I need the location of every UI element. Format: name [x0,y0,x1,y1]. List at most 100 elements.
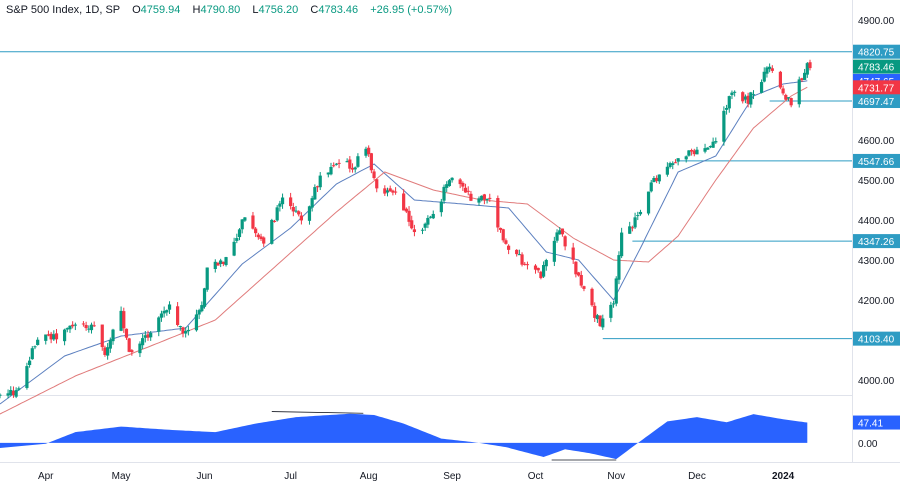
candle-body [617,255,621,280]
candle-body [111,329,115,342]
price-tick-label: 4300.00 [858,256,895,267]
candle-body [143,335,147,338]
candle-body [68,325,72,330]
candle-body [525,264,530,266]
candle-body [410,220,414,229]
price-tick-label: 4000.00 [858,376,895,387]
candle-body [646,191,651,214]
candle-body [235,238,239,241]
candle-body [676,158,680,162]
candle-body [243,217,247,221]
candle-body [582,286,586,289]
candle-body [412,229,417,233]
candle-body [450,177,454,181]
candle-body [138,343,142,354]
oscillator-area [0,413,808,460]
symbol-title[interactable]: S&P 500 Index, 1D, SP [6,4,120,16]
price-axis-tag-label: 4103.40 [858,335,895,346]
candle-body [329,166,333,175]
candle-body [127,338,131,352]
price-axis-tag-label: 4820.75 [858,48,895,59]
price-axis-tag [853,59,900,74]
candle-body [784,94,788,100]
candle-body [350,167,355,170]
candle-body [46,334,51,336]
high-value: 4790.80 [200,4,241,16]
candle-body [202,288,207,307]
candle-body [186,329,190,332]
candle-body [517,254,521,256]
candle-body [232,241,236,256]
candle-body [687,150,691,156]
time-tick-label: Nov [607,471,625,482]
candle-body [466,190,470,192]
candle-body [194,314,199,331]
candle-body [146,334,150,338]
candle-body [638,211,643,215]
candle-body [262,237,266,244]
time-tick-label: Jul [284,471,297,482]
candle-body [668,163,672,167]
time-tick-label: Apr [38,471,54,482]
candle-body [310,198,314,208]
candle-body [159,313,164,318]
candle-body [805,63,809,75]
candle-body [520,254,524,265]
candle-body [167,304,172,310]
candle-body [533,265,538,270]
candle-body [124,328,129,338]
candle-body [649,182,653,192]
price-tick-label: 4500.00 [858,176,895,187]
candle-body [461,182,465,187]
candle-body [259,236,263,240]
price-tick-label: 4600.00 [858,136,895,147]
candle-body [280,197,285,205]
candle-body [765,67,769,74]
time-tick-label: Dec [688,471,706,482]
candle-body [224,257,228,266]
moving-average-fast-line [0,80,808,405]
candle-body [348,159,352,169]
time-tick-label: Sep [443,471,461,482]
candle-body [477,198,481,203]
candle-body [636,215,640,217]
candle-body [44,334,48,341]
candle-body [488,197,492,199]
candle-body [445,184,449,188]
candle-body [426,217,430,225]
candle-body [197,310,201,315]
candle-body [157,317,161,332]
candle-body [673,162,678,164]
candle-body [216,262,220,266]
candle-body [571,247,575,260]
candle-body [100,324,104,348]
candle-body [786,97,791,99]
candle-body [485,198,489,200]
candle-body [345,161,349,163]
moving-averages [0,80,808,415]
candle-body [119,310,123,331]
candle-body [404,208,408,212]
candlestick-series [0,59,812,399]
candle-body [367,147,371,155]
candle-body [458,179,462,185]
candle-body [579,275,583,286]
candle-body [722,110,726,142]
candle-body [272,220,277,222]
candle-body [781,88,785,94]
change-value: +26.95 (+0.57%) [370,4,453,16]
price-axis[interactable]: 4900.00 4600.00 4500.00 4400.00 4300.00 4200.… [858,16,895,450]
price-axis-tag-label: 4783.46 [858,63,895,74]
candle-body [407,210,411,222]
candle-body [178,326,182,328]
candle-body [81,323,86,325]
candle-body [504,240,508,244]
candle-body [633,217,637,228]
candle-body [299,215,303,221]
time-axis[interactable]: Apr May Jun Jul Aug Sep Oct Nov Dec 2024 [38,471,795,482]
candle-body [391,190,395,193]
close-label: C [310,4,319,16]
candle-body [141,338,145,346]
candle-body [383,188,387,194]
